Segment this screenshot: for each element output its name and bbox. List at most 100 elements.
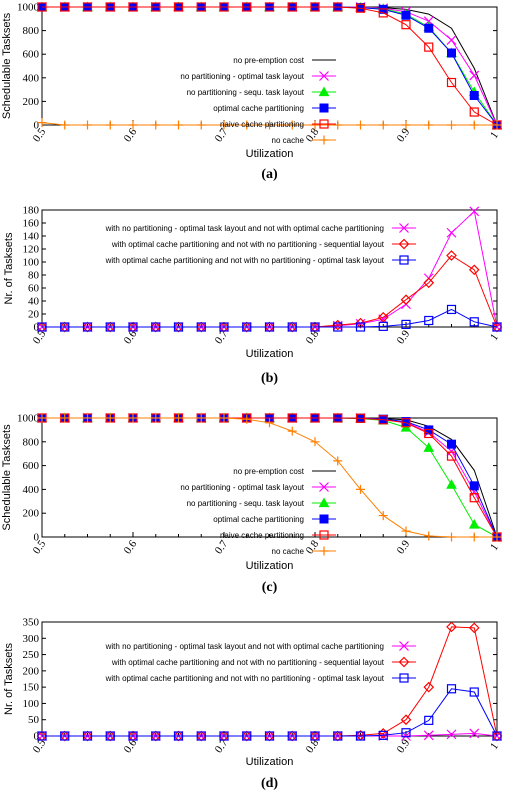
chart-d-data-point <box>333 731 343 741</box>
chart-b-legend: with no partitioning - optimal task layo… <box>105 223 416 265</box>
chart-a-data-point <box>401 120 411 130</box>
chart-a-data-point <box>265 120 274 130</box>
chart-c-data-point <box>242 414 252 424</box>
chart-a-data-point <box>401 20 411 30</box>
chart-c-xtick-label: 1 <box>488 542 501 553</box>
chart-d-legend-label: with optimal cache partitioning and not … <box>111 658 385 667</box>
chart-c-xtick-label: 0.9 <box>395 538 413 557</box>
chart-c-ytick-label: 400 <box>23 484 40 496</box>
chart-d-data-point <box>151 731 161 741</box>
chart-a-legend: no pre-emption cost no partitioning - opt… <box>180 56 336 145</box>
chart-c-data-point <box>469 532 479 542</box>
chart-d-data-point <box>105 731 115 741</box>
chart-c-data-point <box>105 413 115 423</box>
chart-c-data-point <box>446 479 457 489</box>
chart-a-legend-marker <box>319 119 329 129</box>
chart-c-ytick-label: 1000 <box>17 413 40 425</box>
chart-a-ytick-label: 800 <box>23 25 40 37</box>
chart-a-data-point <box>82 2 93 12</box>
chart-c-data-point <box>333 413 343 423</box>
chart-d-ytick-label: 200 <box>23 665 40 677</box>
chart-c-xtick-label: 0.7 <box>213 538 231 557</box>
chart-b-data-point <box>151 322 161 332</box>
chart-a-data-point <box>60 2 70 12</box>
chart-d-data-point <box>196 731 206 741</box>
chart-b-data-point <box>469 206 480 217</box>
chart-a-data-point <box>60 120 70 130</box>
chart-d-data-point <box>355 731 366 741</box>
chart-b-xtick-label: 1 <box>488 332 501 343</box>
chart-c-data-point <box>174 413 183 423</box>
chart-a-data-point <box>173 2 184 12</box>
chart-c-data-point <box>424 531 434 541</box>
chart-d-ytick-label: 100 <box>23 698 40 710</box>
chart-b-xlabel: Utilization <box>246 348 294 360</box>
chart-d-ytick-label: 250 <box>23 649 40 661</box>
chart-a-data-point <box>469 91 479 100</box>
chart-a-data-point <box>401 10 411 20</box>
chart-c-data-point <box>423 442 435 452</box>
chart-b-ytick-label: 0 <box>34 322 40 334</box>
chart-a-data-point <box>424 42 434 52</box>
chart-a-data-point <box>356 120 365 130</box>
chart-c-legend-marker <box>319 514 329 524</box>
chart-c-data-point <box>355 413 366 423</box>
chart-a-data-point <box>447 120 456 130</box>
chart-b-series-line <box>42 308 498 328</box>
chart-a-data-point <box>264 2 275 12</box>
chart-b-data-point <box>423 277 435 289</box>
chart-d-data-point <box>400 714 412 726</box>
chart-d-data-point <box>469 687 479 697</box>
chart-b-ytick-label: 120 <box>23 244 40 256</box>
chart-c-legend-label: naive cache partitioning <box>220 531 304 540</box>
chart-a-data-point <box>287 120 297 130</box>
chart-a-xlabel: Utilization <box>246 148 294 160</box>
chart-d-legend-marker <box>399 673 409 683</box>
chart-c-data-point <box>60 413 70 423</box>
chart-a-xtick-label: 0.8 <box>304 126 322 145</box>
chart-a-legend-label: no partitioning - optimal task layout <box>180 72 304 81</box>
chart-b-data-point <box>105 322 115 332</box>
chart-a-legend-label: no partitioning - sequ. task layout <box>187 88 305 97</box>
chart-b-series-3 <box>37 304 502 332</box>
chart-b-data-point <box>173 322 184 332</box>
chart-a-data-point <box>242 2 252 12</box>
chart-a-data-point <box>105 120 115 130</box>
chart-d-legend-label: with optimal cache partitioning and not … <box>105 674 385 683</box>
chart-d-series-3 <box>37 684 502 741</box>
chart-b-data-point <box>196 322 206 332</box>
chart-d-data-point <box>492 731 502 741</box>
chart-a-legend-marker <box>319 135 329 145</box>
chart-c-data-point <box>151 413 161 423</box>
chart-c-data-point <box>492 532 502 542</box>
chart-a-ylabel: Schedulable Tasksets <box>1 12 13 119</box>
chart-d-data-point <box>82 731 93 741</box>
chart-a-data-point <box>378 120 388 130</box>
chart-b-data-point <box>446 250 457 261</box>
chart-c-ytick-label: 0 <box>34 532 40 544</box>
chart-a-series-6 <box>37 118 502 130</box>
chart-a-ytick-label: 600 <box>23 49 40 61</box>
chart-a-xtick-label: 0.6 <box>122 126 140 145</box>
chart-d-ytick-label: 0 <box>34 731 40 743</box>
chart-b-ytick-label: 80 <box>28 270 40 282</box>
chart-d-ytick-label: 50 <box>28 714 40 726</box>
chart-a-data-point <box>446 35 457 45</box>
chart-a-data-point <box>424 120 434 130</box>
chart-c-data-point <box>196 413 206 423</box>
chart-a-data-point <box>174 120 183 130</box>
chart-d-xtick-label: 1 <box>488 741 501 752</box>
chart-d-data-point <box>242 731 252 741</box>
chart-a-data-point <box>105 2 115 12</box>
chart-a-data-point <box>310 2 320 12</box>
chart-b-legend-label: with no partitioning - optimal task layo… <box>105 224 384 233</box>
chart-c-data-point <box>128 413 138 423</box>
chart-c-data-point <box>468 518 480 529</box>
chart-a-legend-label: naive cache partitioning <box>220 120 304 129</box>
chart-b-data-point <box>468 264 480 276</box>
chart-a-data-point <box>447 48 456 58</box>
chart-c-caption: (c) <box>262 580 278 595</box>
chart-b-data-point <box>287 322 297 332</box>
